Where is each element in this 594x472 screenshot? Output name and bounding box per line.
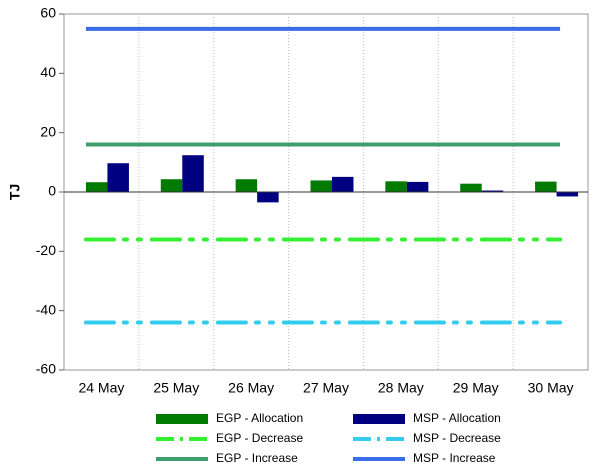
bar	[460, 183, 482, 192]
y-tick-label: 60	[40, 5, 56, 21]
legend-label: EGP - Decrease	[216, 431, 303, 445]
x-tick-label: 29 May	[453, 380, 499, 396]
y-tick-label: 0	[48, 183, 56, 199]
bar	[235, 179, 258, 192]
x-tick-label: 28 May	[378, 380, 424, 396]
bar	[107, 163, 129, 192]
y-tick-label: -20	[36, 242, 56, 258]
bar	[385, 181, 407, 192]
y-axis-title: TJ	[7, 184, 23, 200]
bar	[556, 192, 579, 197]
bar	[535, 181, 557, 192]
x-tick-label: 24 May	[78, 380, 124, 396]
y-tick-label: -60	[36, 361, 56, 377]
bar	[85, 182, 108, 192]
legend-label: MSP - Increase	[413, 451, 496, 465]
x-tick-label: 27 May	[303, 380, 349, 396]
bar	[406, 181, 429, 192]
legend-label: EGP - Allocation	[216, 411, 303, 425]
bar	[481, 190, 504, 192]
bar	[332, 176, 354, 192]
x-tick-label: 30 May	[528, 380, 574, 396]
bar	[310, 180, 332, 192]
legend-swatch	[353, 414, 405, 424]
bar	[160, 179, 183, 192]
y-tick-label: 20	[40, 123, 56, 139]
legend-swatch	[156, 414, 208, 424]
y-tick-label: 40	[40, 64, 56, 80]
legend-label: MSP - Allocation	[413, 411, 501, 425]
legend-label: MSP - Decrease	[413, 431, 501, 445]
bar	[257, 192, 279, 203]
legend-label: EGP - Increase	[216, 451, 298, 465]
y-tick-label: -40	[36, 301, 56, 317]
x-tick-label: 26 May	[228, 380, 274, 396]
x-tick-label: 25 May	[153, 380, 199, 396]
bar	[182, 155, 204, 192]
